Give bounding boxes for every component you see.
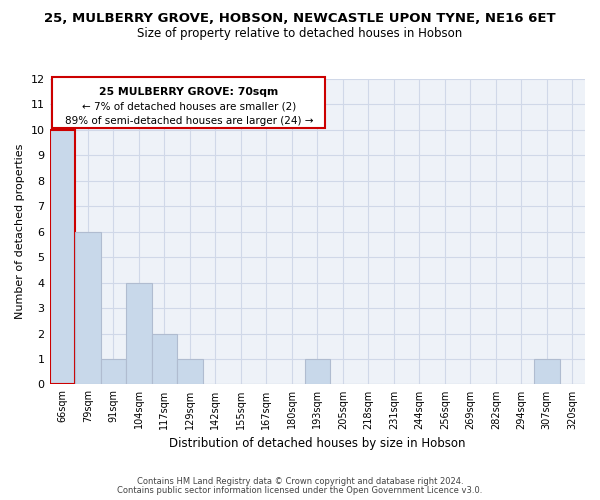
Bar [50,130,75,384]
Text: Contains HM Land Registry data © Crown copyright and database right 2024.: Contains HM Land Registry data © Crown c… [137,477,463,486]
Y-axis label: Number of detached properties: Number of detached properties [15,144,25,320]
Text: Contains public sector information licensed under the Open Government Licence v3: Contains public sector information licen… [118,486,482,495]
Text: ← 7% of detached houses are smaller (2): ← 7% of detached houses are smaller (2) [82,102,296,112]
Bar [126,282,152,384]
Text: Size of property relative to detached houses in Hobson: Size of property relative to detached ho… [137,28,463,40]
X-axis label: Distribution of detached houses by size in Hobson: Distribution of detached houses by size … [169,437,466,450]
Text: 89% of semi-detached houses are larger (24) →: 89% of semi-detached houses are larger (… [65,116,313,126]
Bar [152,334,177,384]
Bar [75,232,101,384]
Text: 25, MULBERRY GROVE, HOBSON, NEWCASTLE UPON TYNE, NE16 6ET: 25, MULBERRY GROVE, HOBSON, NEWCASTLE UP… [44,12,556,26]
Bar [534,359,560,384]
Bar [101,359,126,384]
Bar [177,359,203,384]
Text: 25 MULBERRY GROVE: 70sqm: 25 MULBERRY GROVE: 70sqm [99,86,278,97]
FancyBboxPatch shape [52,78,325,128]
Bar [305,359,330,384]
